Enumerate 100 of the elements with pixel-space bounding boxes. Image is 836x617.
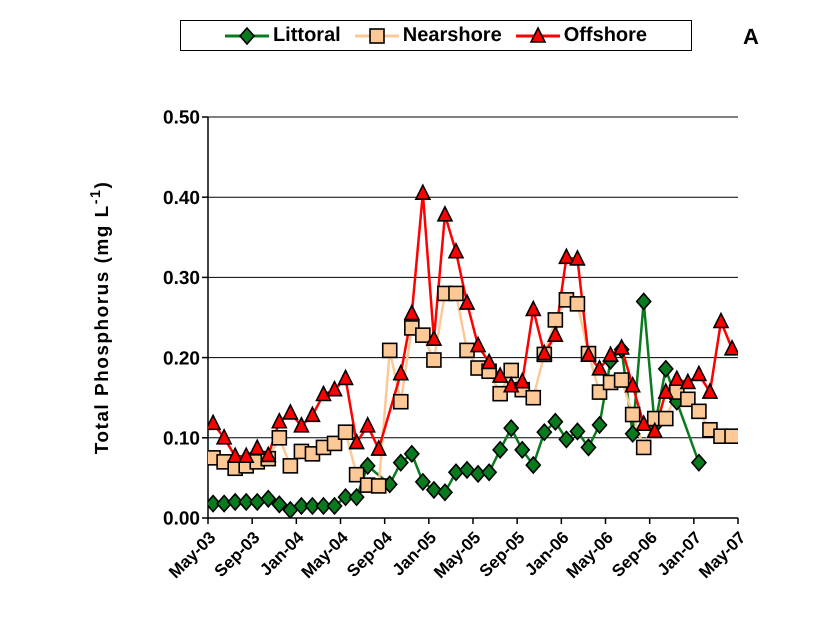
point xyxy=(636,415,652,431)
point xyxy=(316,386,332,402)
point xyxy=(272,430,288,446)
point xyxy=(702,383,718,399)
point xyxy=(492,386,508,402)
point xyxy=(492,367,508,383)
point xyxy=(459,294,475,310)
point xyxy=(570,296,586,312)
point xyxy=(326,497,342,515)
point xyxy=(669,370,685,386)
point xyxy=(338,370,354,386)
y-tick-label: 0.40 xyxy=(163,188,200,209)
point xyxy=(282,501,298,518)
point xyxy=(548,312,564,328)
point xyxy=(658,360,674,378)
point xyxy=(326,380,342,396)
point xyxy=(580,438,596,456)
point xyxy=(360,416,376,433)
point xyxy=(691,404,707,420)
y-tick-label: 0.20 xyxy=(163,348,200,370)
point xyxy=(658,410,674,426)
point xyxy=(570,422,586,440)
point xyxy=(415,327,431,343)
point xyxy=(338,488,354,506)
point xyxy=(525,390,542,406)
legend-label: Littoral xyxy=(272,24,341,47)
point xyxy=(614,339,630,355)
legend-label: Nearshore xyxy=(402,24,502,47)
point xyxy=(514,372,530,388)
legend-label: Offshore xyxy=(564,24,648,47)
point xyxy=(492,441,508,459)
point xyxy=(592,416,608,434)
point xyxy=(404,445,420,463)
point xyxy=(392,394,409,410)
point xyxy=(282,458,298,474)
point xyxy=(282,404,298,420)
point xyxy=(459,342,475,358)
point xyxy=(570,250,586,266)
point xyxy=(326,436,342,452)
point xyxy=(525,456,542,474)
point xyxy=(348,434,364,450)
point xyxy=(470,336,486,352)
point xyxy=(548,326,564,342)
point xyxy=(558,248,574,264)
point xyxy=(646,422,663,438)
point xyxy=(238,493,254,511)
point xyxy=(348,466,364,482)
point xyxy=(503,362,519,378)
y-tick-label: 0.00 xyxy=(163,508,200,530)
point xyxy=(360,457,376,475)
point xyxy=(658,383,674,399)
point xyxy=(636,440,652,456)
point xyxy=(548,412,564,431)
point xyxy=(680,374,696,390)
point xyxy=(459,461,475,479)
point xyxy=(426,481,442,499)
point xyxy=(304,406,320,422)
point xyxy=(404,304,420,320)
point xyxy=(216,494,232,512)
point xyxy=(448,463,464,482)
point xyxy=(525,300,542,316)
point xyxy=(481,463,497,482)
point xyxy=(272,412,288,429)
point xyxy=(680,392,696,408)
point xyxy=(470,465,486,483)
point xyxy=(227,447,243,464)
point xyxy=(370,440,386,456)
point xyxy=(426,352,442,368)
point xyxy=(382,342,398,358)
point xyxy=(624,406,640,422)
point xyxy=(481,354,497,370)
point xyxy=(272,496,288,514)
point xyxy=(713,312,729,328)
point xyxy=(426,330,442,346)
point xyxy=(624,376,640,392)
point xyxy=(249,493,266,511)
point xyxy=(415,184,431,200)
point xyxy=(260,490,276,508)
point xyxy=(370,478,386,494)
y-tick-label: 0.30 xyxy=(163,268,200,290)
point xyxy=(227,493,243,511)
point xyxy=(238,447,254,464)
point xyxy=(448,286,464,302)
point xyxy=(592,384,608,400)
point xyxy=(536,423,552,441)
point xyxy=(636,292,652,310)
point xyxy=(348,488,364,506)
point xyxy=(691,454,707,472)
point xyxy=(614,372,630,388)
point xyxy=(294,416,310,433)
point xyxy=(216,429,232,445)
point xyxy=(602,346,618,362)
point xyxy=(503,419,519,437)
point xyxy=(691,366,707,382)
point xyxy=(514,441,530,459)
point xyxy=(260,446,276,462)
point xyxy=(503,376,519,392)
point xyxy=(592,360,608,376)
y-tick-label: 0.50 xyxy=(163,108,200,129)
point xyxy=(624,424,640,443)
